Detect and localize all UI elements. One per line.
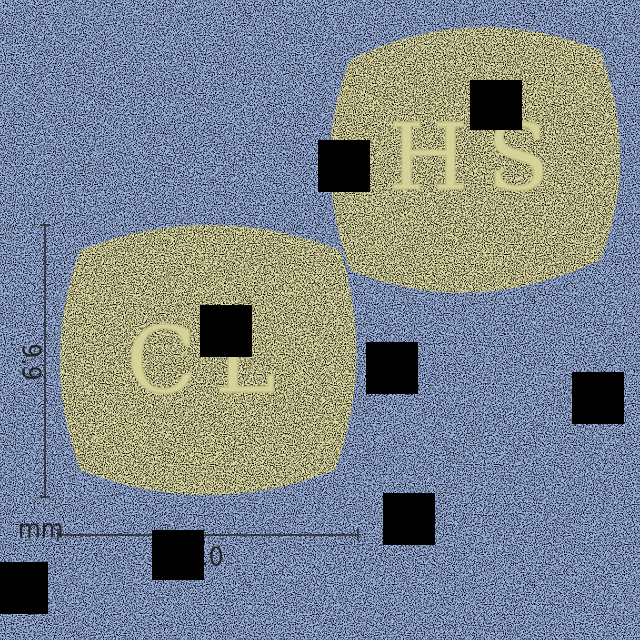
occlusion [318,140,370,192]
occlusion [383,493,435,545]
occlusion [0,562,48,614]
occlusions [0,80,624,614]
pill-back: HS [330,27,620,293]
ruler [40,224,359,541]
pill-shape [330,27,620,293]
occlusion [200,305,252,357]
height-label: 9.9 [16,343,46,380]
pill-imprint: HS [388,104,567,211]
unit-label: mm [18,515,64,545]
occlusion [572,372,624,424]
pill-front: CL [60,225,357,495]
occlusion [470,80,522,130]
occlusion [366,342,418,394]
pill-shape [60,225,357,495]
occlusion [152,530,204,580]
